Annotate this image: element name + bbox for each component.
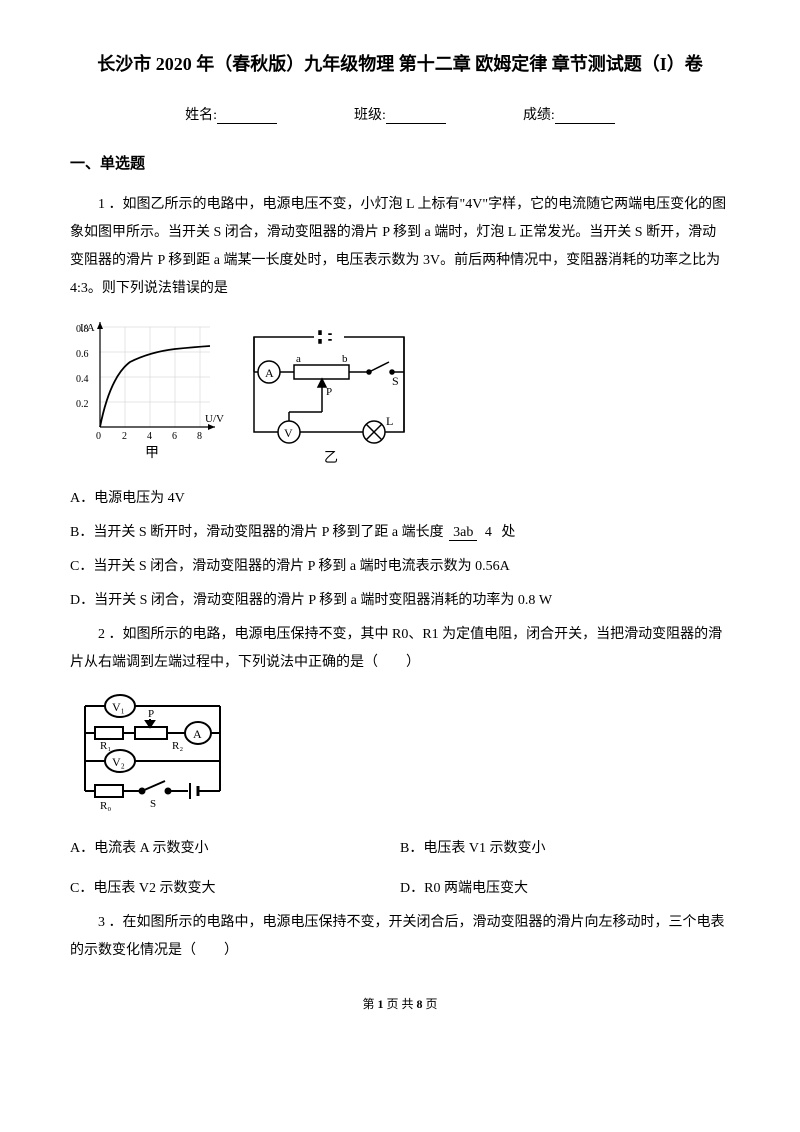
q1-optC: C．当开关 S 闭合，滑动变阻器的滑片 P 移到 a 端时电流表示数为 0.56… [70,553,730,581]
class-blank [386,109,446,124]
q1-optB: B．当开关 S 断开时，滑动变阻器的滑片 P 移到了距 a 端长度 3ab 4 … [70,519,730,547]
section-heading: 一、单选题 [70,152,730,173]
svg-text:V₁: V₁ [112,700,125,714]
q2-optC: C．电压表 V2 示数变大 [70,875,400,903]
frac-num: 3ab [449,525,477,541]
q3-text: 3 ．在如图所示的电路中，电源电压保持不变，开关闭合后，滑动变阻器的滑片向左移动… [70,909,730,965]
footer-pre: 第 [362,997,377,1011]
frac-den: 4 [481,525,496,540]
fraction-icon: 3ab 4 [449,525,496,540]
circuit-sublabel: 乙 [324,450,338,466]
q2-circuit: V₁ R₁ P R₂ A V₂ [70,691,235,811]
q2-optD: D．R0 两端电压变大 [400,875,730,903]
name-blank [217,109,277,124]
svg-text:0.6: 0.6 [76,349,89,360]
page-title: 长沙市 2020 年（春秋版）九年级物理 第十二章 欧姆定律 章节测试题（I）卷 [70,50,730,76]
svg-text:V: V [284,426,293,440]
q2-options: A．电流表 A 示数变小 B．电压表 V1 示数变小 C．电压表 V2 示数变大… [70,829,730,909]
svg-text:S: S [392,374,399,388]
q1-optB-post: 处 [501,525,515,540]
svg-text:b: b [342,353,348,365]
svg-text:0.8: 0.8 [76,324,89,335]
svg-text:0: 0 [96,431,101,442]
svg-text:8: 8 [197,431,202,442]
svg-text:R₂: R₂ [172,740,183,752]
svg-text:2: 2 [122,431,127,442]
svg-text:0.4: 0.4 [76,374,89,385]
svg-text:S: S [150,798,156,810]
svg-text:V₂: V₂ [112,755,125,769]
q1-chart: I/A 0.8 0.6 0.4 0.2 0 2 4 6 8 U/V 甲 [70,317,230,467]
q1-circuit: A a b P S V [234,317,424,467]
svg-text:A: A [265,366,274,380]
score-label: 成绩: [523,108,555,123]
q2-figure: V₁ R₁ P R₂ A V₂ [70,691,730,811]
svg-text:0.2: 0.2 [76,399,89,410]
exam-page: 长沙市 2020 年（春秋版）九年级物理 第十二章 欧姆定律 章节测试题（I）卷… [0,0,800,1042]
footer-post: 页 [423,997,438,1011]
svg-text:a: a [296,353,301,365]
q1-optA: A．电源电压为 4V [70,485,730,513]
svg-text:4: 4 [147,431,152,442]
chart-sublabel: 甲 [145,446,159,461]
svg-text:R₁: R₁ [100,740,111,752]
page-footer: 第 1 页 共 8 页 [70,995,730,1012]
score-blank [555,109,615,124]
q2-text: 2 ．如图所示的电路，电源电压保持不变，其中 R0、R1 为定值电阻，闭合开关，… [70,621,730,677]
svg-text:P: P [148,708,154,720]
q2-optB: B．电压表 V1 示数变小 [400,835,730,863]
svg-text:P: P [326,386,332,398]
meta-row: 姓名: 班级: 成绩: [70,104,730,124]
q1-figures: I/A 0.8 0.6 0.4 0.2 0 2 4 6 8 U/V 甲 A [70,317,730,467]
svg-text:L: L [386,414,393,428]
q2-optA: A．电流表 A 示数变小 [70,835,400,863]
footer-mid: 页 共 [383,997,416,1011]
svg-text:6: 6 [172,431,177,442]
svg-text:A: A [193,727,202,741]
svg-text:R₀: R₀ [100,800,111,811]
q1-text: 1 ．如图乙所示的电路中，电源电压不变，小灯泡 L 上标有"4V"字样，它的电流… [70,191,730,303]
q1-optD: D．当开关 S 闭合，滑动变阻器的滑片 P 移到 a 端时变阻器消耗的功率为 0… [70,587,730,615]
q1-optB-pre: B．当开关 S 断开时，滑动变阻器的滑片 P 移到了距 a 端长度 [70,525,444,540]
class-label: 班级: [354,108,386,123]
name-label: 姓名: [185,108,217,123]
xlabel-text: U/V [205,413,224,425]
